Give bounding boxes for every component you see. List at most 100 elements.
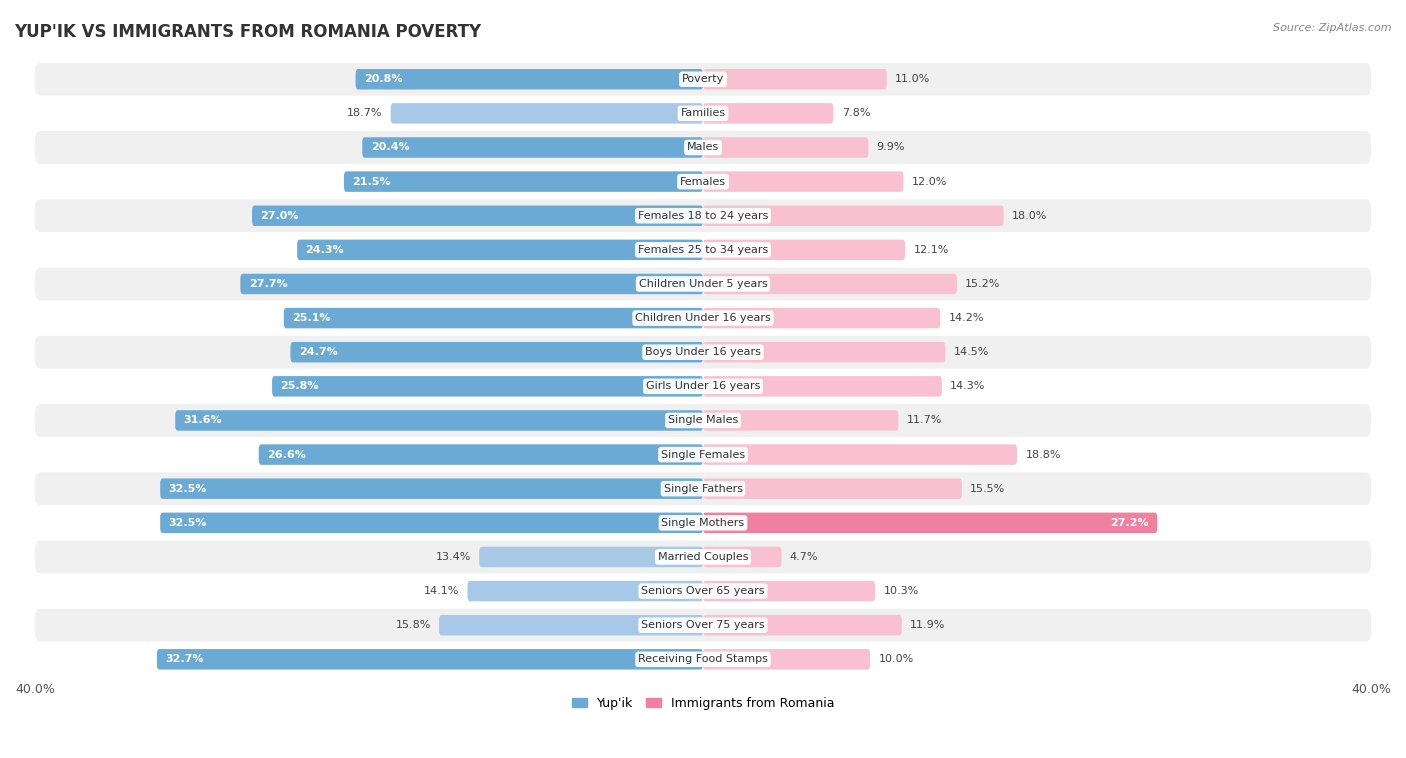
FancyBboxPatch shape	[35, 506, 1371, 539]
Text: Single Fathers: Single Fathers	[664, 484, 742, 493]
Text: Single Females: Single Females	[661, 449, 745, 459]
FancyBboxPatch shape	[35, 575, 1371, 607]
FancyBboxPatch shape	[273, 376, 703, 396]
FancyBboxPatch shape	[240, 274, 703, 294]
FancyBboxPatch shape	[35, 302, 1371, 334]
FancyBboxPatch shape	[703, 205, 1004, 226]
Text: 24.7%: 24.7%	[299, 347, 337, 357]
Text: 31.6%: 31.6%	[184, 415, 222, 425]
FancyBboxPatch shape	[35, 131, 1371, 164]
Text: 21.5%: 21.5%	[353, 177, 391, 186]
Text: 15.8%: 15.8%	[395, 620, 430, 630]
FancyBboxPatch shape	[297, 240, 703, 260]
FancyBboxPatch shape	[703, 103, 834, 124]
FancyBboxPatch shape	[35, 404, 1371, 437]
FancyBboxPatch shape	[479, 547, 703, 567]
Text: 18.8%: 18.8%	[1025, 449, 1062, 459]
Text: 10.3%: 10.3%	[883, 586, 918, 596]
Text: 15.5%: 15.5%	[970, 484, 1005, 493]
Text: 12.1%: 12.1%	[914, 245, 949, 255]
Text: 32.5%: 32.5%	[169, 518, 207, 528]
FancyBboxPatch shape	[291, 342, 703, 362]
Text: 11.9%: 11.9%	[910, 620, 945, 630]
Text: 4.7%: 4.7%	[790, 552, 818, 562]
FancyBboxPatch shape	[344, 171, 703, 192]
FancyBboxPatch shape	[176, 410, 703, 431]
Text: 18.7%: 18.7%	[347, 108, 382, 118]
Text: 26.6%: 26.6%	[267, 449, 307, 459]
Text: 14.1%: 14.1%	[423, 586, 460, 596]
FancyBboxPatch shape	[703, 171, 904, 192]
FancyBboxPatch shape	[703, 376, 942, 396]
Text: 25.8%: 25.8%	[280, 381, 319, 391]
Text: Single Mothers: Single Mothers	[661, 518, 745, 528]
FancyBboxPatch shape	[703, 410, 898, 431]
Text: 11.0%: 11.0%	[896, 74, 931, 84]
Text: Seniors Over 75 years: Seniors Over 75 years	[641, 620, 765, 630]
FancyBboxPatch shape	[703, 581, 875, 601]
Text: Receiving Food Stamps: Receiving Food Stamps	[638, 654, 768, 664]
FancyBboxPatch shape	[703, 342, 945, 362]
FancyBboxPatch shape	[284, 308, 703, 328]
Text: Girls Under 16 years: Girls Under 16 years	[645, 381, 761, 391]
FancyBboxPatch shape	[356, 69, 703, 89]
Text: YUP'IK VS IMMIGRANTS FROM ROMANIA POVERTY: YUP'IK VS IMMIGRANTS FROM ROMANIA POVERT…	[14, 23, 481, 41]
Text: 15.2%: 15.2%	[965, 279, 1001, 289]
FancyBboxPatch shape	[35, 540, 1371, 573]
Text: Families: Families	[681, 108, 725, 118]
Text: Married Couples: Married Couples	[658, 552, 748, 562]
FancyBboxPatch shape	[703, 547, 782, 567]
FancyBboxPatch shape	[35, 336, 1371, 368]
FancyBboxPatch shape	[703, 444, 1017, 465]
FancyBboxPatch shape	[160, 512, 703, 533]
FancyBboxPatch shape	[703, 137, 869, 158]
Text: 27.7%: 27.7%	[249, 279, 287, 289]
FancyBboxPatch shape	[35, 63, 1371, 96]
FancyBboxPatch shape	[35, 438, 1371, 471]
FancyBboxPatch shape	[35, 643, 1371, 675]
Text: Seniors Over 65 years: Seniors Over 65 years	[641, 586, 765, 596]
Text: Children Under 5 years: Children Under 5 years	[638, 279, 768, 289]
Text: 27.2%: 27.2%	[1111, 518, 1149, 528]
Legend: Yup'ik, Immigrants from Romania: Yup'ik, Immigrants from Romania	[567, 692, 839, 715]
FancyBboxPatch shape	[468, 581, 703, 601]
Text: 25.1%: 25.1%	[292, 313, 330, 323]
FancyBboxPatch shape	[703, 478, 962, 499]
Text: Single Males: Single Males	[668, 415, 738, 425]
FancyBboxPatch shape	[703, 240, 905, 260]
Text: Females: Females	[681, 177, 725, 186]
FancyBboxPatch shape	[35, 165, 1371, 198]
FancyBboxPatch shape	[703, 649, 870, 669]
Text: Children Under 16 years: Children Under 16 years	[636, 313, 770, 323]
Text: 12.0%: 12.0%	[911, 177, 948, 186]
FancyBboxPatch shape	[391, 103, 703, 124]
FancyBboxPatch shape	[35, 370, 1371, 402]
Text: 9.9%: 9.9%	[877, 143, 905, 152]
FancyBboxPatch shape	[703, 308, 941, 328]
FancyBboxPatch shape	[35, 609, 1371, 641]
Text: 32.5%: 32.5%	[169, 484, 207, 493]
FancyBboxPatch shape	[703, 615, 901, 635]
Text: Females 18 to 24 years: Females 18 to 24 years	[638, 211, 768, 221]
FancyBboxPatch shape	[703, 69, 887, 89]
FancyBboxPatch shape	[157, 649, 703, 669]
Text: Boys Under 16 years: Boys Under 16 years	[645, 347, 761, 357]
FancyBboxPatch shape	[35, 199, 1371, 232]
FancyBboxPatch shape	[35, 268, 1371, 300]
Text: 7.8%: 7.8%	[842, 108, 870, 118]
FancyBboxPatch shape	[160, 478, 703, 499]
Text: 14.2%: 14.2%	[949, 313, 984, 323]
FancyBboxPatch shape	[259, 444, 703, 465]
Text: 14.5%: 14.5%	[953, 347, 988, 357]
Text: 18.0%: 18.0%	[1012, 211, 1047, 221]
FancyBboxPatch shape	[252, 205, 703, 226]
FancyBboxPatch shape	[703, 274, 957, 294]
Text: 24.3%: 24.3%	[305, 245, 344, 255]
FancyBboxPatch shape	[35, 97, 1371, 130]
Text: Males: Males	[688, 143, 718, 152]
FancyBboxPatch shape	[35, 472, 1371, 505]
FancyBboxPatch shape	[439, 615, 703, 635]
Text: 13.4%: 13.4%	[436, 552, 471, 562]
Text: 11.7%: 11.7%	[907, 415, 942, 425]
Text: Females 25 to 34 years: Females 25 to 34 years	[638, 245, 768, 255]
